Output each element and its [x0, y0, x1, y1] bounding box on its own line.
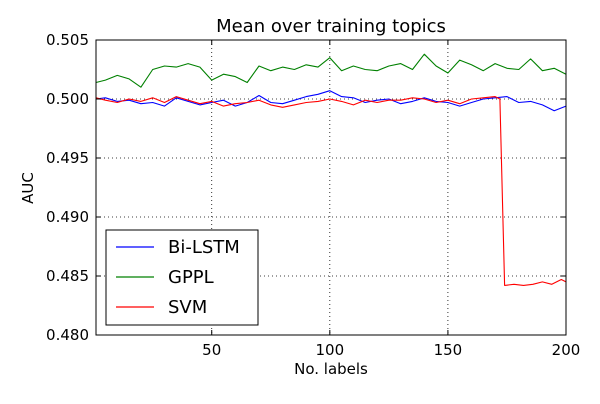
axis-ticks: 50 100 150 200 0.480 0.485 0.490 0.495 0.500 0.50… — [46, 31, 580, 359]
x-axis-label: No. labels — [294, 360, 368, 378]
x-tick-label: 200 — [552, 341, 581, 359]
legend-label-bi-lstm: Bi-LSTM — [168, 237, 240, 258]
y-axis-label: AUC — [19, 172, 37, 204]
legend-box — [105, 229, 259, 326]
y-tick-label: 0.495 — [46, 149, 89, 167]
series-line-bi-lstm — [95, 90, 567, 112]
series-lines — [95, 53, 567, 286]
legend-label-svm: SVM — [168, 297, 207, 318]
series-line-svm — [95, 96, 567, 286]
y-tick-label: 0.480 — [46, 326, 89, 344]
x-tick-label: 100 — [315, 341, 344, 359]
x-tick-label: 50 — [202, 341, 221, 359]
y-tick-label: 0.500 — [46, 90, 89, 108]
y-tick-label: 0.490 — [46, 208, 89, 226]
legend-label-gppl: GPPL — [168, 267, 214, 288]
y-tick-label: 0.505 — [46, 31, 89, 49]
chart-title: Mean over training topics — [216, 16, 446, 37]
legend: Bi-LSTM GPPL SVM — [105, 229, 259, 326]
series-line-gppl — [95, 53, 567, 88]
y-tick-label: 0.485 — [46, 267, 89, 285]
x-tick-label: 150 — [434, 341, 463, 359]
plot-frame — [95, 39, 567, 336]
